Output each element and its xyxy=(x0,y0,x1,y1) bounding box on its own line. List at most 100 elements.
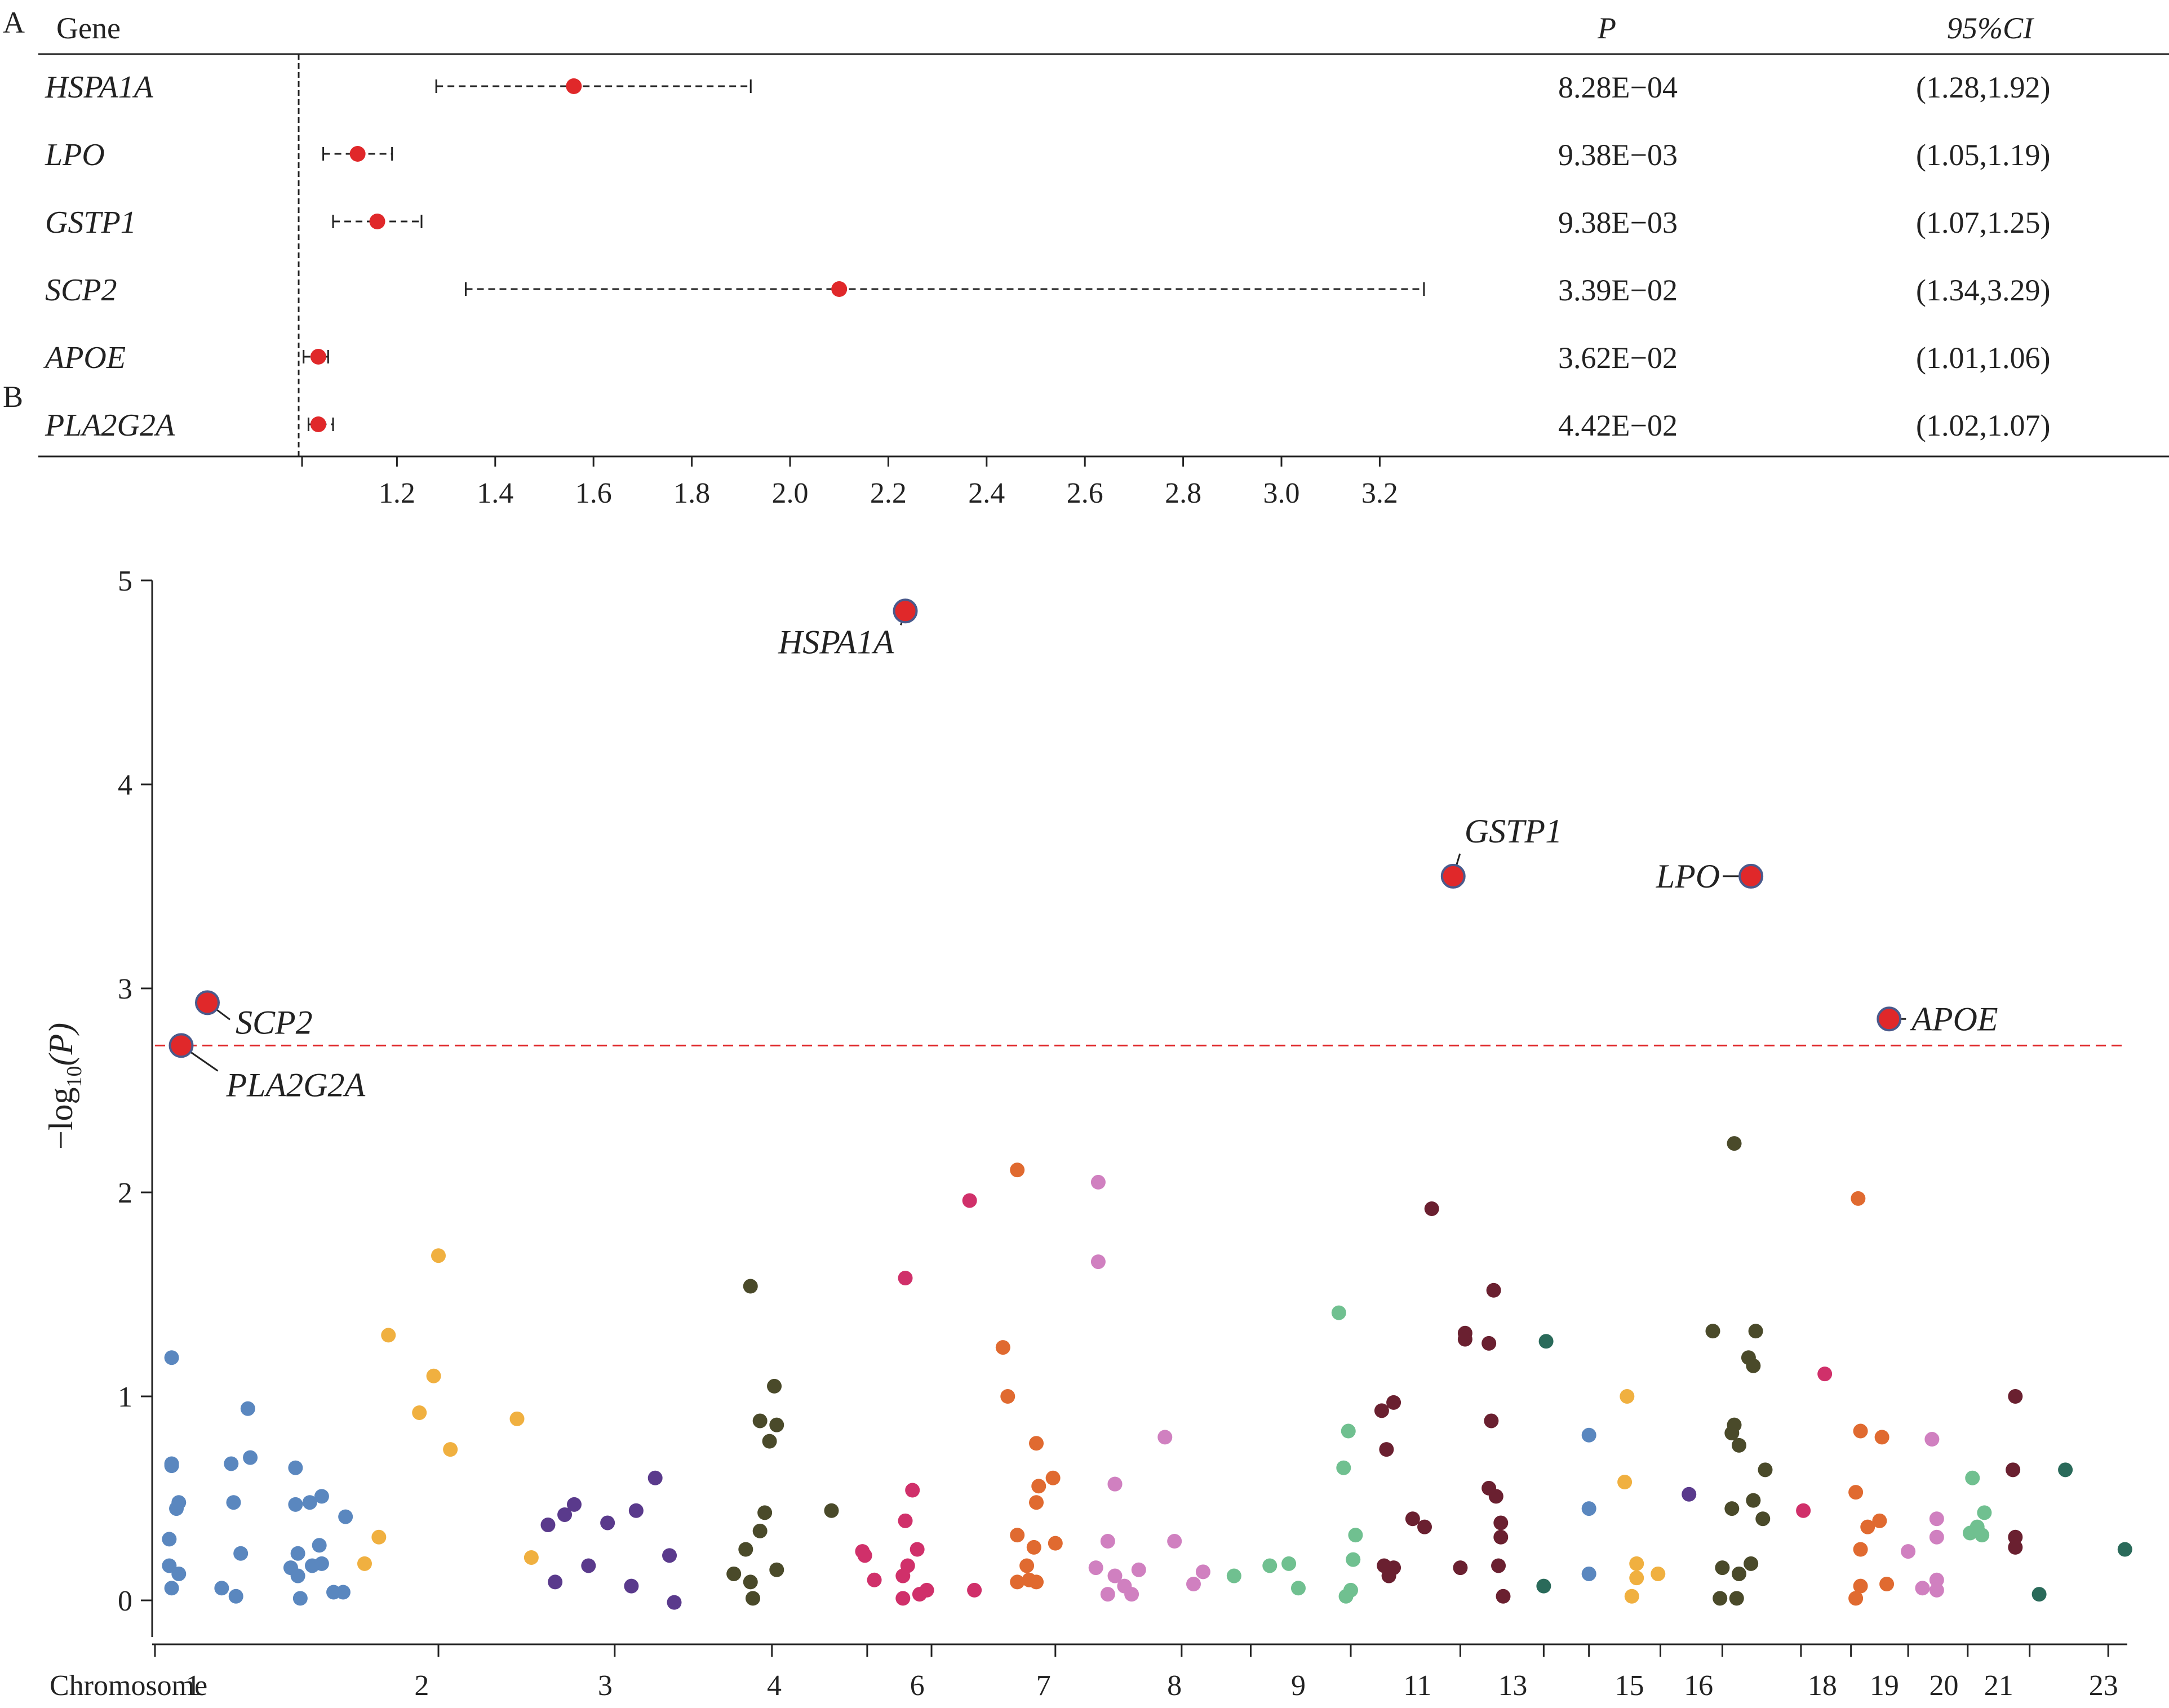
forest-tick-label: 2.2 xyxy=(870,477,907,509)
snp-point-chr1 xyxy=(226,1495,241,1510)
y-axis-title: −log10(P) xyxy=(42,1023,86,1150)
chromosome-label-20: 20 xyxy=(1930,1670,1959,1702)
forest-rows: HSPA1A 8.28E−04 (1.28,1.92) LPO 9.38E−03 (1.0… xyxy=(43,70,2050,443)
snp-point-chr3 xyxy=(600,1515,615,1530)
snp-point-chr6 xyxy=(905,1483,920,1498)
y-tick-label: 5 xyxy=(118,565,132,597)
chromosome-label-21: 21 xyxy=(1984,1670,2013,1702)
snp-point-chr8 xyxy=(1195,1564,1210,1580)
snp-point-chr4 xyxy=(745,1591,760,1606)
snp-point-chr1 xyxy=(233,1546,249,1561)
snp-point-chr1 xyxy=(214,1581,229,1596)
y-title-main: −log xyxy=(42,1087,79,1150)
significant-point-lpo xyxy=(1738,863,1764,889)
snp-point-chr8 xyxy=(1088,1560,1103,1576)
snp-point-chr1 xyxy=(290,1568,305,1583)
snp-point-chr2 xyxy=(381,1328,396,1343)
forest-tick-label: 1.6 xyxy=(575,477,612,509)
y-tick-label: 1 xyxy=(118,1381,132,1413)
snp-point-chr4 xyxy=(738,1542,753,1557)
snp-point-chr23 xyxy=(2058,1462,2073,1478)
p-value-scp2: 3.39E−02 xyxy=(1558,273,1678,307)
snp-point-chr11 xyxy=(1484,1413,1499,1428)
gene-annotation-apoe: APOE xyxy=(1909,1000,1998,1037)
snp-point-chr11 xyxy=(1482,1336,1497,1351)
snp-point-chr20 xyxy=(1929,1529,1944,1545)
snp-point-chr4 xyxy=(767,1378,782,1394)
snp-point-chr21 xyxy=(1977,1505,1992,1520)
forest-x-axis: 1.2 1.4 1.6 1.8 2.0 2.2 2.4 2.6 2.8 3.0 3.2 xyxy=(301,456,1398,509)
snp-point-chr6 xyxy=(857,1548,872,1563)
snp-point-chr17 xyxy=(1755,1511,1771,1527)
snp-point-chr17 xyxy=(1715,1560,1730,1576)
snp-point-chr6 xyxy=(898,1513,913,1528)
or-point-gstp1 xyxy=(369,214,385,229)
snp-point-chr7 xyxy=(1019,1558,1035,1573)
snp-point-chr13 xyxy=(1538,1334,1554,1349)
forest-tick-label: 3.0 xyxy=(1263,477,1300,509)
snp-point-chr7 xyxy=(1048,1536,1063,1551)
snp-point-chr23 xyxy=(2117,1542,2132,1557)
snp-point-chr11 xyxy=(1405,1511,1420,1527)
snp-point-chr11 xyxy=(1453,1560,1468,1576)
snp-point-chr9 xyxy=(1281,1556,1297,1571)
chromosome-label-11: 11 xyxy=(1403,1670,1431,1702)
snp-point-chr1 xyxy=(290,1546,305,1561)
snp-point-chr7 xyxy=(1029,1436,1044,1451)
snp-point-chr8 xyxy=(1124,1587,1139,1602)
snp-point-chr1 xyxy=(164,1458,179,1474)
snp-point-chr1 xyxy=(288,1460,303,1475)
forest-tick-label: 2.6 xyxy=(1067,477,1103,509)
snp-point-chr4 xyxy=(824,1503,839,1518)
snp-point-chr19 xyxy=(1853,1423,1868,1439)
snp-point-chr17 xyxy=(1748,1324,1763,1339)
snp-point-chr11 xyxy=(1386,1395,1401,1410)
y-tick-label: 2 xyxy=(118,1177,132,1209)
p-value-gstp1: 9.38E−03 xyxy=(1558,206,1678,239)
ci-text-gstp1: (1.07,1.25) xyxy=(1916,206,2050,239)
snp-point-chr18 xyxy=(1817,1367,1833,1382)
p-value-lpo: 9.38E−03 xyxy=(1558,138,1678,172)
snp-point-chr1 xyxy=(162,1558,177,1573)
gene-annotation-pla2g2a: PLA2G2A xyxy=(225,1066,365,1103)
chromosome-label-3: 3 xyxy=(598,1670,613,1702)
or-point-scp2 xyxy=(831,281,848,297)
snp-point-chr11 xyxy=(1488,1489,1503,1504)
chromosome-label-9: 9 xyxy=(1291,1670,1306,1702)
y-tick-label: 4 xyxy=(118,769,132,801)
snp-point-chr1 xyxy=(240,1401,255,1416)
chromosome-label-15: 15 xyxy=(1615,1670,1644,1702)
snp-point-chr8 xyxy=(1100,1534,1115,1549)
p-value-pla2g2a: 4.42E−02 xyxy=(1558,409,1678,442)
snp-point-chr3 xyxy=(540,1518,556,1533)
snp-point-chr16 xyxy=(1682,1487,1697,1502)
chromosome-label-16: 16 xyxy=(1684,1670,1713,1702)
or-point-lpo xyxy=(349,146,366,162)
snp-point-chr15 xyxy=(1624,1589,1639,1604)
snp-point-chr15 xyxy=(1629,1571,1644,1586)
snp-point-chr4 xyxy=(757,1505,773,1520)
manhattan-points xyxy=(162,1136,2132,1610)
snp-point-chr8 xyxy=(1167,1534,1182,1549)
panel-b-label: B xyxy=(3,380,23,414)
snp-point-chr22 xyxy=(2008,1540,2023,1555)
snp-point-chr1 xyxy=(314,1489,329,1504)
snp-point-chr4 xyxy=(752,1523,768,1538)
snp-point-chr1 xyxy=(292,1591,308,1606)
ci-text-scp2: (1.34,3.29) xyxy=(1916,273,2050,307)
y-tick-label: 0 xyxy=(118,1585,132,1617)
gene-annotation-gstp1: GSTP1 xyxy=(1465,813,1562,850)
snp-point-chr9 xyxy=(1348,1528,1363,1543)
snp-point-chr2 xyxy=(509,1411,525,1426)
gene-label-scp2: SCP2 xyxy=(45,273,117,308)
chromosome-label-8: 8 xyxy=(1167,1670,1182,1702)
snp-point-chr2 xyxy=(412,1405,427,1420)
chromosome-label-4: 4 xyxy=(767,1670,782,1702)
snp-point-chr17 xyxy=(1729,1591,1744,1606)
forest-tick-label: 2.0 xyxy=(772,477,809,509)
or-point-hspa1a xyxy=(566,78,582,94)
snp-point-chr19 xyxy=(1874,1430,1889,1445)
ci-text-lpo: (1.05,1.19) xyxy=(1916,138,2050,172)
